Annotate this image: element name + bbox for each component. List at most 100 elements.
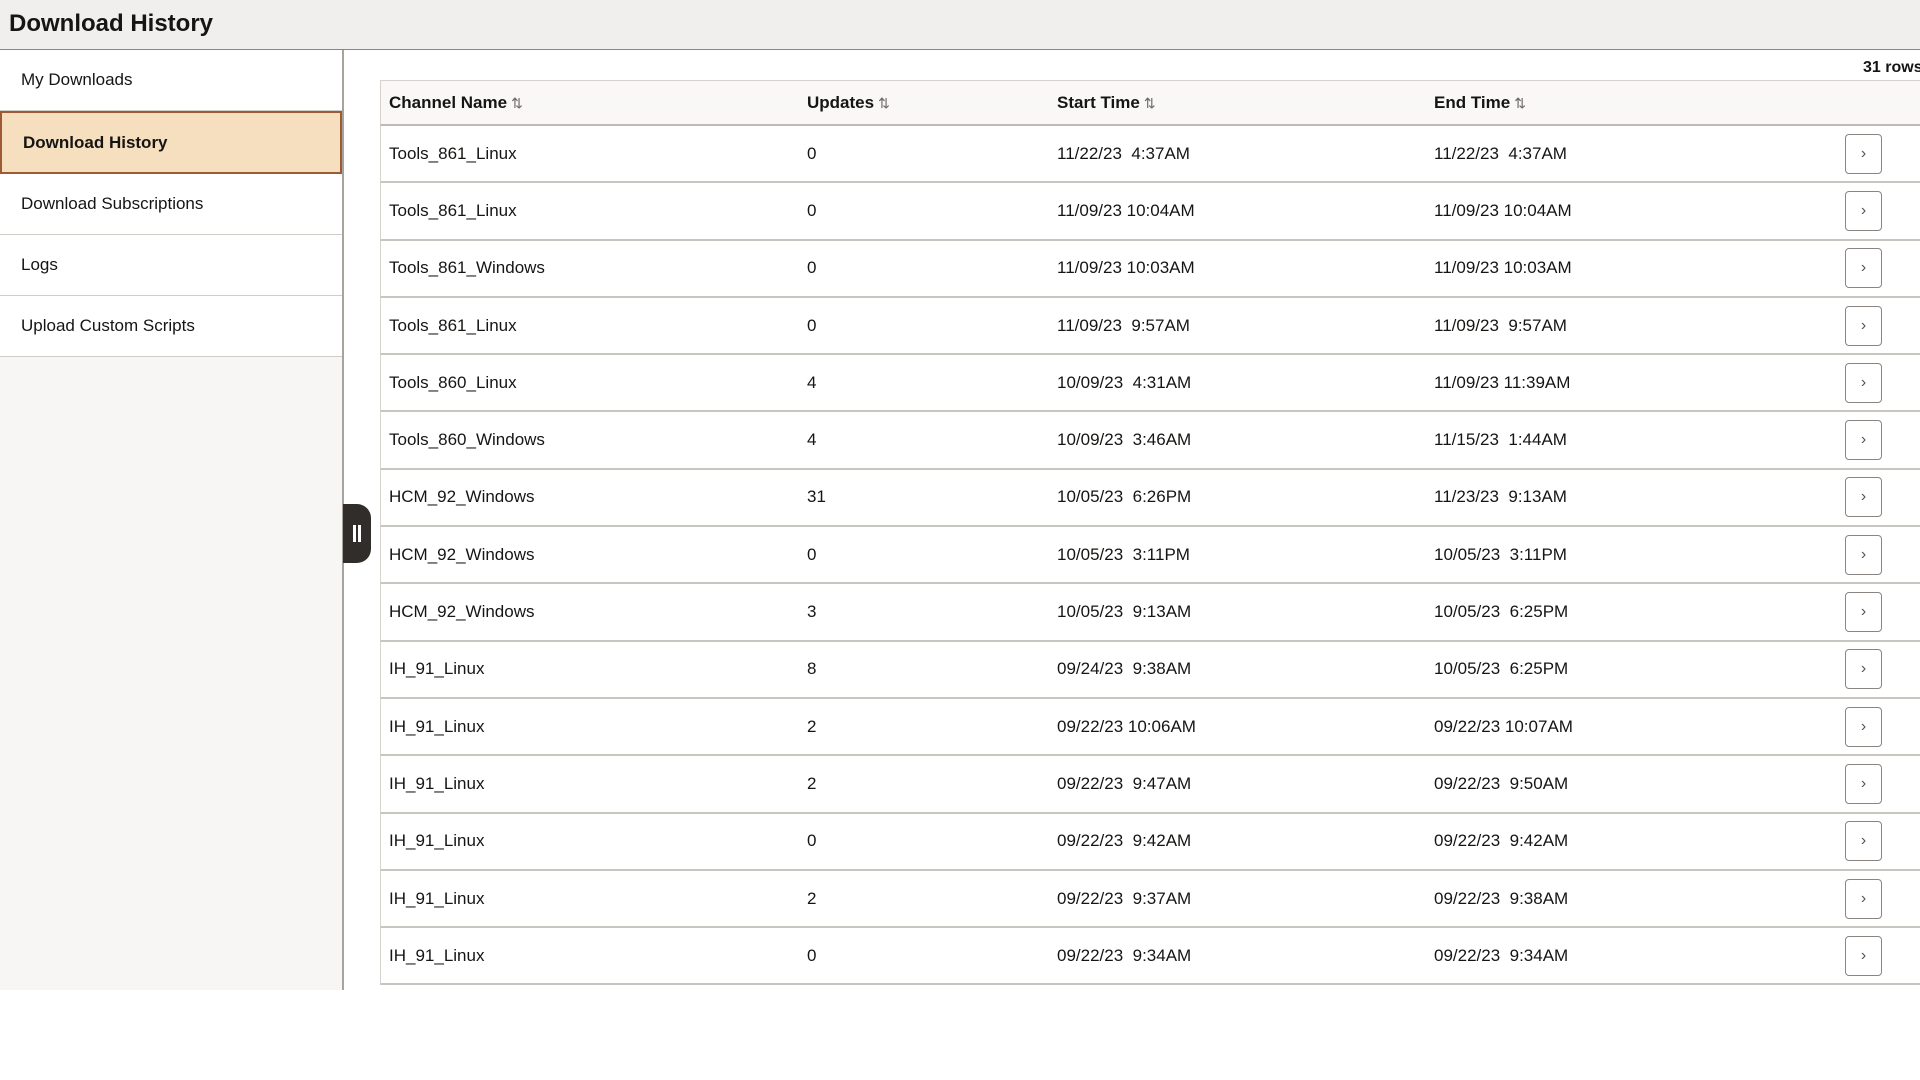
row-details-button[interactable]: › — [1845, 878, 1882, 919]
cell-updates: 0 — [807, 200, 817, 220]
chevron-right-icon: › — [1860, 946, 1867, 964]
cell-start-time: 09/22/23 9:42AM — [1057, 831, 1192, 851]
table-row[interactable]: IH_91_Linux 2 09/22/23 9:47AM 09/22/23 9:50… — [380, 756, 1920, 814]
table-header: Channel Name ⇅ Updates ⇅ Start Time ⇅ End Time… — [380, 80, 1920, 126]
table-row[interactable]: Tools_860_Linux 4 10/09/23 4:31AM 11/09/23 … — [380, 355, 1920, 413]
cell-start-time: 09/22/23 10:06AM — [1057, 716, 1196, 736]
table-row[interactable]: Tools_861_Linux 0 11/22/23 4:37AM 11/22/23 … — [380, 126, 1920, 184]
column-header-updates[interactable]: Updates ⇅ — [807, 93, 890, 113]
cell-channel-name: Tools_860_Linux — [389, 372, 517, 392]
cell-channel-name: IH_91_Linux — [389, 831, 485, 851]
cell-start-time: 10/09/23 4:31AM — [1057, 372, 1192, 392]
row-details-button[interactable]: › — [1845, 935, 1882, 976]
row-details-button[interactable]: › — [1845, 821, 1882, 862]
cell-start-time: 09/24/23 9:38AM — [1057, 659, 1192, 679]
table-row[interactable]: IH_91_Linux 2 09/22/23 9:37AM 09/22/23 9:38… — [380, 870, 1920, 929]
table-row[interactable]: IH_91_Linux 8 09/24/23 9:38AM 10/05/23 6:25… — [380, 641, 1920, 699]
chevron-right-icon: › — [1860, 889, 1867, 907]
row-details-button[interactable]: › — [1845, 706, 1882, 747]
sidebar-item-download-history[interactable]: Download History — [0, 111, 342, 174]
row-details-button[interactable]: › — [1845, 305, 1882, 346]
cell-updates: 0 — [807, 315, 817, 335]
sort-icon[interactable]: ⇅ — [878, 94, 890, 111]
cell-end-time: 10/05/23 6:25PM — [1434, 602, 1569, 622]
chevron-right-icon: › — [1860, 603, 1867, 621]
cell-channel-name: IH_91_Linux — [389, 945, 485, 965]
column-header-end-time[interactable]: End Time ⇅ — [1434, 93, 1526, 113]
chevron-right-icon: › — [1860, 431, 1867, 449]
row-details-button[interactable]: › — [1845, 133, 1882, 174]
cell-channel-name: HCM_92_Windows — [389, 544, 535, 564]
cell-channel-name: IH_91_Linux — [389, 773, 485, 793]
cell-end-time: 11/09/23 10:03AM — [1434, 258, 1572, 278]
cell-end-time: 10/05/23 6:25PM — [1434, 659, 1569, 679]
cell-channel-name: IH_91_Linux — [389, 888, 485, 908]
sidebar-item-logs[interactable]: Logs — [0, 235, 342, 296]
row-details-button[interactable]: › — [1845, 592, 1882, 633]
row-details-button[interactable]: › — [1845, 534, 1882, 575]
table-row[interactable]: HCM_92_Windows 31 10/05/23 6:26PM 11/23/23 … — [380, 469, 1920, 528]
cell-channel-name: HCM_92_Windows — [389, 602, 535, 622]
cell-end-time: 09/22/23 9:38AM — [1434, 888, 1569, 908]
cell-end-time: 11/23/23 9:13AM — [1434, 487, 1567, 507]
row-details-button[interactable]: › — [1845, 477, 1882, 518]
cell-channel-name: HCM_92_Windows — [389, 487, 535, 507]
cell-start-time: 09/22/23 9:34AM — [1057, 945, 1192, 965]
row-details-button[interactable]: › — [1845, 763, 1882, 804]
chevron-right-icon: › — [1860, 488, 1867, 506]
cell-updates: 31 — [807, 487, 826, 507]
chevron-right-icon: › — [1860, 545, 1867, 563]
sidebar-item-my-downloads[interactable]: My Downloads — [0, 50, 342, 111]
chevron-right-icon: › — [1860, 259, 1867, 277]
table-row[interactable]: Tools_861_Linux 0 11/09/23 9:57AM 11/09/23 … — [380, 297, 1920, 356]
collapse-sidebar-handle[interactable] — [343, 504, 371, 563]
sort-icon[interactable]: ⇅ — [1514, 94, 1526, 111]
sidebar-item-download-subscriptions[interactable]: Download Subscriptions — [0, 174, 342, 235]
cell-updates: 0 — [807, 258, 817, 278]
column-label: End Time — [1434, 92, 1511, 112]
cell-start-time: 11/09/23 10:04AM — [1057, 200, 1195, 220]
cell-channel-name: Tools_861_Linux — [389, 143, 517, 163]
column-header-start-time[interactable]: Start Time ⇅ — [1057, 93, 1156, 113]
column-header-channel-name[interactable]: Channel Name ⇅ — [389, 93, 523, 113]
cell-updates: 2 — [807, 773, 817, 793]
column-label: Channel Name — [389, 92, 508, 112]
cell-updates: 3 — [807, 602, 817, 622]
cell-start-time: 09/22/23 9:47AM — [1057, 773, 1192, 793]
chevron-right-icon: › — [1860, 832, 1867, 850]
cell-end-time: 10/05/23 3:11PM — [1434, 544, 1567, 564]
row-details-button[interactable]: › — [1845, 362, 1882, 403]
row-details-button[interactable]: › — [1845, 248, 1882, 289]
row-details-button[interactable]: › — [1845, 190, 1882, 231]
cell-start-time: 10/05/23 6:26PM — [1057, 487, 1192, 507]
page-title: Download History — [9, 10, 214, 37]
table-row[interactable]: IH_91_Linux 0 09/22/23 9:42AM 09/22/23 9:42… — [380, 813, 1920, 871]
cell-channel-name: IH_91_Linux — [389, 659, 485, 679]
cell-updates: 8 — [807, 659, 817, 679]
sort-icon[interactable]: ⇅ — [1143, 94, 1156, 111]
download-history-table: Channel Name ⇅ Updates ⇅ Start Time ⇅ End Time… — [380, 80, 1920, 986]
table-row[interactable]: Tools_861_Linux 0 11/09/23 10:04AM 11/09/23… — [380, 183, 1920, 241]
chevron-right-icon: › — [1860, 316, 1867, 334]
table-row[interactable]: HCM_92_Windows 0 10/05/23 3:11PM 10/05/23 3… — [380, 527, 1920, 585]
table-row[interactable]: Tools_860_Windows 4 10/09/23 3:46AM 11/15/2… — [380, 412, 1920, 470]
pause-icon — [353, 525, 361, 542]
table-row[interactable]: Tools_861_Windows 0 11/09/23 10:03AM 11/09/… — [380, 240, 1920, 298]
table-row[interactable]: IH_91_Linux 0 09/22/23 9:34AM 09/22/23 9:34… — [380, 928, 1920, 986]
cell-end-time: 11/15/23 1:44AM — [1434, 430, 1567, 450]
table-row[interactable]: HCM_92_Windows 3 10/05/23 9:13AM 10/05/23 6… — [380, 584, 1920, 642]
row-details-button[interactable]: › — [1845, 420, 1882, 461]
row-count: 31 rows — [1863, 59, 1920, 76]
cell-updates: 0 — [807, 143, 817, 163]
table-row[interactable]: IH_91_Linux 2 09/22/23 10:06AM 09/22/23 10:… — [380, 698, 1920, 757]
cell-updates: 4 — [807, 372, 817, 392]
cell-end-time: 11/22/23 4:37AM — [1434, 143, 1567, 163]
sidebar-item-upload-custom-scripts[interactable]: Upload Custom Scripts — [0, 296, 342, 357]
cell-end-time: 11/09/23 10:04AM — [1434, 200, 1572, 220]
cell-end-time: 11/09/23 9:57AM — [1434, 315, 1567, 335]
cell-updates: 2 — [807, 716, 817, 736]
cell-channel-name: Tools_861_Linux — [389, 315, 517, 335]
sort-icon[interactable]: ⇅ — [511, 94, 523, 111]
sidebar: My Downloads Download History Download Sub… — [0, 50, 344, 990]
row-details-button[interactable]: › — [1845, 649, 1882, 690]
